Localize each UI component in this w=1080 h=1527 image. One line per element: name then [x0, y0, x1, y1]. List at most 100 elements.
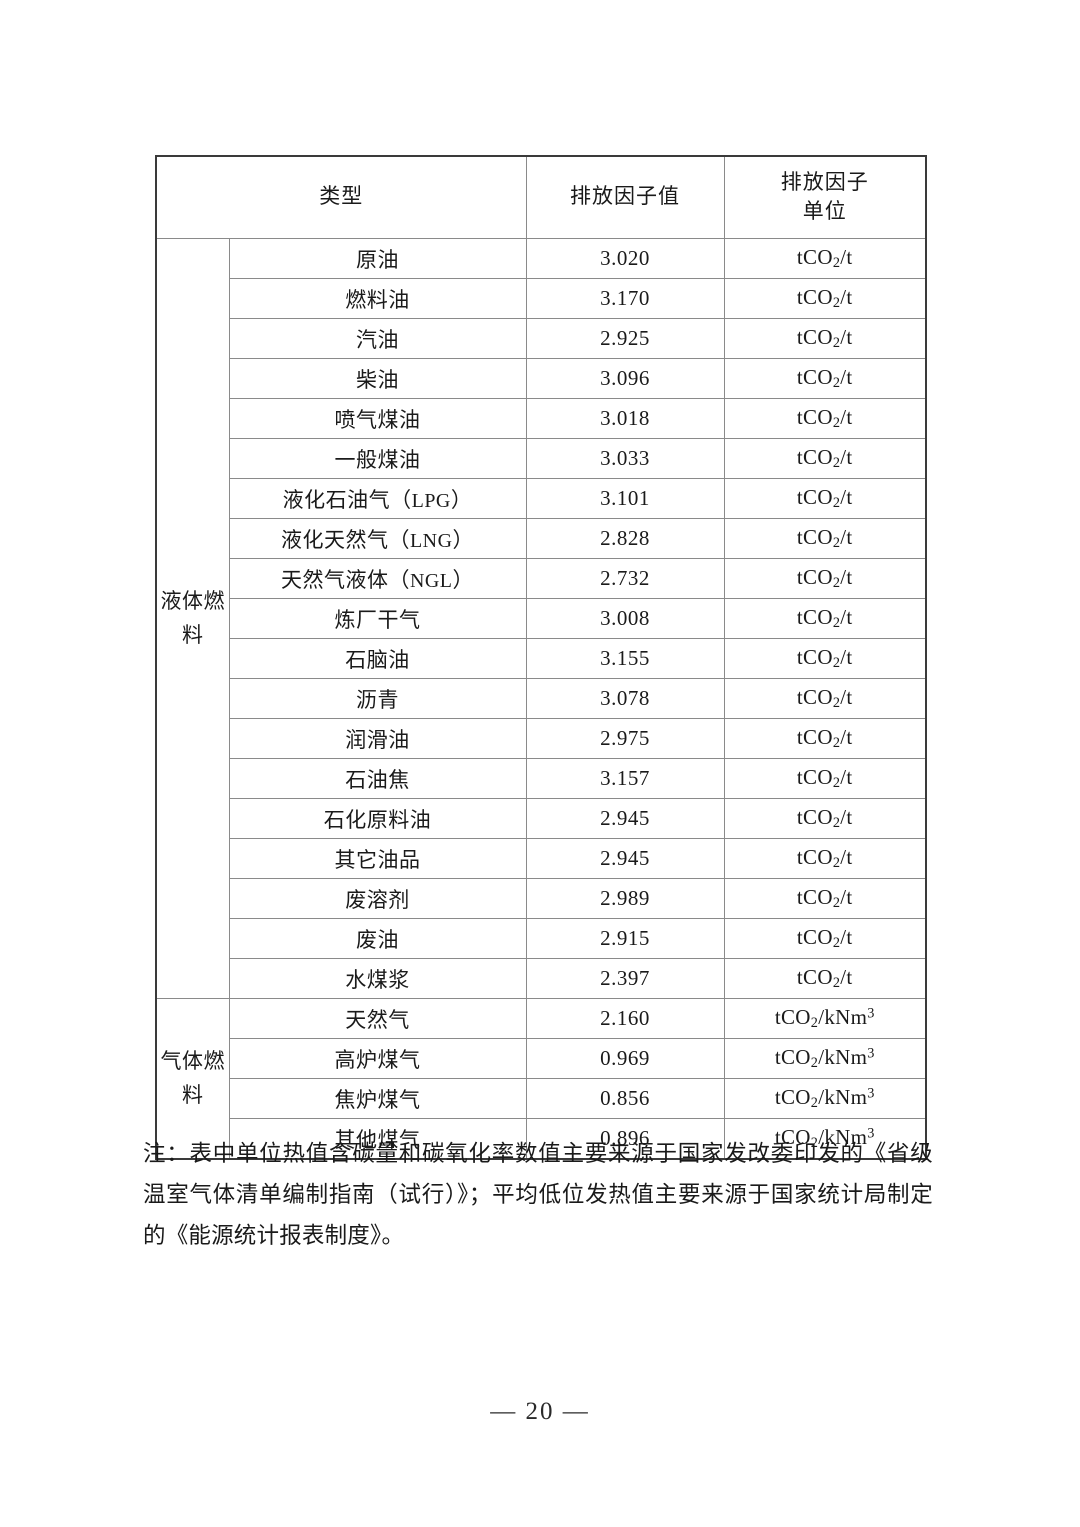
unit-subscript: 2 [810, 1135, 819, 1152]
fuel-name-cell: 柴油 [228, 358, 527, 399]
factor-value-cell: 3.157 [525, 758, 725, 799]
table-row: 喷气煤油 3.018 tCO2/t [156, 398, 927, 439]
table-row: 气体燃料 天然气 2.160 tCO2/kNm3 [155, 998, 927, 1160]
factor-value-cell: 2.989 [525, 878, 725, 919]
unit-subscript: 2 [832, 935, 841, 952]
unit-subscript: 2 [832, 335, 841, 352]
factor-value-cell: 3.078 [525, 678, 725, 719]
factor-value-cell: 3.170 [525, 278, 725, 319]
table-header: 类型 排放因子值 排放因子 单位 [155, 155, 927, 239]
fuel-name-cell: 其它油品 [228, 838, 527, 879]
fuel-name-cell: 沥青 [228, 678, 527, 719]
unit-subscript: 2 [810, 1015, 819, 1032]
fuel-name-cell: 其他煤气 [228, 1118, 527, 1160]
emission-factor-table: 类型 排放因子值 排放因子 单位 液体燃料 原油 3.020 tCO2/t 燃料油 3.1… [155, 155, 927, 1160]
column-header-factor-unit-line1: 排放因子 [780, 171, 869, 195]
unit-subscript: 2 [810, 1055, 819, 1072]
factor-unit-cell: tCO2/kNm3 [723, 1118, 927, 1160]
factor-unit-cell: tCO2/t [723, 398, 927, 439]
factor-value-cell: 2.732 [525, 558, 725, 599]
table-row: 废油 2.915 tCO2/t [156, 918, 927, 959]
category-label: 气体燃料 [155, 998, 230, 1160]
fuel-name-cell: 石脑油 [228, 638, 527, 679]
table-row: 润滑油 2.975 tCO2/t [156, 718, 927, 759]
unit-subscript: 2 [832, 295, 841, 312]
column-header-factor-value: 排放因子值 [525, 155, 725, 239]
unit-subscript: 2 [832, 495, 841, 512]
factor-unit-cell: tCO2/t [723, 318, 927, 359]
fuel-name-cell: 炼厂干气 [228, 598, 527, 639]
page-number: — 20 — [490, 1398, 590, 1425]
fuel-name-cell: 焦炉煤气 [228, 1078, 527, 1119]
unit-subscript: 2 [832, 855, 841, 872]
table-row: 炼厂干气 3.008 tCO2/t [156, 598, 927, 639]
unit-subscript: 2 [832, 575, 841, 592]
table-row: 石脑油 3.155 tCO2/t [156, 638, 927, 679]
factor-unit-cell: tCO2/kNm3 [723, 1078, 927, 1119]
factor-value-cell: 2.945 [525, 838, 725, 879]
unit-superscript: 3 [867, 1085, 875, 1102]
factor-value-cell: 3.101 [525, 478, 725, 519]
factor-value-cell: 3.018 [525, 398, 725, 439]
table-row: 液化天然气（LNG） 2.828 tCO2/t [156, 518, 927, 559]
unit-subscript: 2 [832, 815, 841, 832]
fuel-name-cell: 汽油 [228, 318, 527, 359]
unit-superscript: 3 [867, 1005, 875, 1022]
table-body: 液体燃料 原油 3.020 tCO2/t 燃料油 3.170 tCO2/t 汽油 2.925 tC… [155, 238, 927, 1160]
factor-unit-cell: tCO2/t [723, 718, 927, 759]
unit-superscript: 3 [867, 1125, 875, 1142]
factor-value-cell: 2.945 [525, 798, 725, 839]
fuel-name-cell: 喷气煤油 [228, 398, 527, 439]
table-row: 液化石油气（LPG） 3.101 tCO2/t [156, 478, 927, 519]
factor-value-cell: 3.033 [525, 438, 725, 479]
factor-unit-cell: tCO2/t [723, 438, 927, 479]
factor-unit-cell: tCO2/t [723, 358, 927, 399]
acronym: LNG [410, 529, 453, 552]
fuel-name-cell: 天然气液体（NGL） [228, 558, 527, 599]
unit-subscript: 2 [832, 615, 841, 632]
column-header-factor-unit: 排放因子 单位 [723, 155, 927, 239]
factor-value-cell: 2.915 [525, 918, 725, 959]
factor-unit-cell: tCO2/t [723, 918, 927, 959]
factor-unit-cell: tCO2/t [723, 838, 927, 879]
table-row: 水煤浆 2.397 tCO2/t [156, 958, 927, 999]
factor-value-cell: 0.969 [525, 1038, 725, 1079]
table-row: 一般煤油 3.033 tCO2/t [156, 438, 927, 479]
factor-value-cell: 3.155 [525, 638, 725, 679]
factor-unit-cell: tCO2/t [723, 638, 927, 679]
column-header-factor-unit-line2: 单位 [802, 199, 847, 223]
factor-unit-cell: tCO2/kNm3 [723, 998, 927, 1039]
table-note: 注：表中单位热值含碳量和碳氧化率数值主要来源于国家发改委印发的《省级温室气体清单… [143, 1141, 933, 1248]
factor-value-cell: 3.096 [525, 358, 725, 399]
factor-unit-cell: tCO2/t [723, 478, 927, 519]
factor-unit-cell: tCO2/t [723, 558, 927, 599]
table-row: 其他煤气 0.896 tCO2/kNm3 [156, 1118, 927, 1160]
fuel-name-cell: 高炉煤气 [228, 1038, 527, 1079]
unit-subscript: 2 [832, 655, 841, 672]
fuel-name-cell: 润滑油 [228, 718, 527, 759]
factor-unit-cell: tCO2/t [723, 878, 927, 919]
unit-subscript: 2 [832, 415, 841, 432]
factor-unit-cell: tCO2/t [723, 598, 927, 639]
unit-subscript: 2 [832, 255, 841, 272]
factor-unit-cell: tCO2/t [723, 278, 927, 319]
fuel-name-cell: 废溶剂 [228, 878, 527, 919]
emission-factor-table-container: 类型 排放因子值 排放因子 单位 液体燃料 原油 3.020 tCO2/t 燃料油 3.1… [155, 155, 927, 1160]
table-row: 石化原料油 2.945 tCO2/t [156, 798, 927, 839]
unit-subscript: 2 [832, 775, 841, 792]
table-row: 沥青 3.078 tCO2/t [156, 678, 927, 719]
fuel-name-cell: 原油 [228, 238, 527, 279]
fuel-name-cell: 废油 [228, 918, 527, 959]
table-row: 高炉煤气 0.969 tCO2/kNm3 [156, 1038, 927, 1079]
fuel-name-cell: 一般煤油 [228, 438, 527, 479]
table-row: 天然气液体（NGL） 2.732 tCO2/t [156, 558, 927, 599]
factor-unit-cell: tCO2/t [723, 798, 927, 839]
unit-superscript: 3 [867, 1045, 875, 1062]
unit-subscript: 2 [832, 735, 841, 752]
factor-unit-cell: tCO2/t [723, 518, 927, 559]
table-row: 燃料油 3.170 tCO2/t [156, 278, 927, 319]
unit-subscript: 2 [832, 695, 841, 712]
factor-value-cell: 0.856 [525, 1078, 725, 1119]
table-row: 石油焦 3.157 tCO2/t [156, 758, 927, 799]
